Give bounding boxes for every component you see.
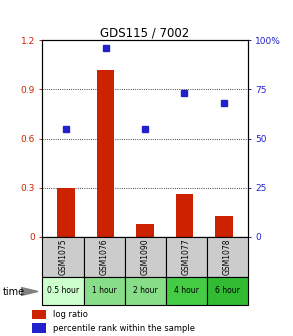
Bar <box>32 309 46 320</box>
Text: 6 hour: 6 hour <box>215 287 239 295</box>
Text: GSM1078: GSM1078 <box>223 239 231 275</box>
Bar <box>125 237 166 277</box>
Text: GSM1075: GSM1075 <box>59 239 67 276</box>
Bar <box>84 237 125 277</box>
Text: percentile rank within the sample: percentile rank within the sample <box>52 324 195 333</box>
Text: 1 hour: 1 hour <box>92 287 116 295</box>
Text: 2 hour: 2 hour <box>133 287 157 295</box>
Text: GSM1076: GSM1076 <box>100 239 108 276</box>
Bar <box>166 277 207 305</box>
Text: 0.5 hour: 0.5 hour <box>47 287 79 295</box>
Text: GSM1090: GSM1090 <box>141 239 149 276</box>
Bar <box>57 188 75 237</box>
Bar <box>42 237 84 277</box>
Bar <box>207 277 248 305</box>
Bar <box>97 70 115 237</box>
Title: GDS115 / 7002: GDS115 / 7002 <box>100 26 190 39</box>
Bar <box>84 277 125 305</box>
Bar <box>215 216 233 237</box>
Text: GSM1077: GSM1077 <box>182 239 190 276</box>
Bar <box>125 277 166 305</box>
Bar <box>42 277 84 305</box>
Text: 4 hour: 4 hour <box>174 287 198 295</box>
Polygon shape <box>21 287 38 296</box>
Bar <box>176 194 193 237</box>
Bar <box>166 237 207 277</box>
Text: log ratio: log ratio <box>52 310 87 319</box>
Bar <box>32 323 46 333</box>
Text: time: time <box>3 287 25 297</box>
Bar <box>136 224 154 237</box>
Bar <box>207 237 248 277</box>
